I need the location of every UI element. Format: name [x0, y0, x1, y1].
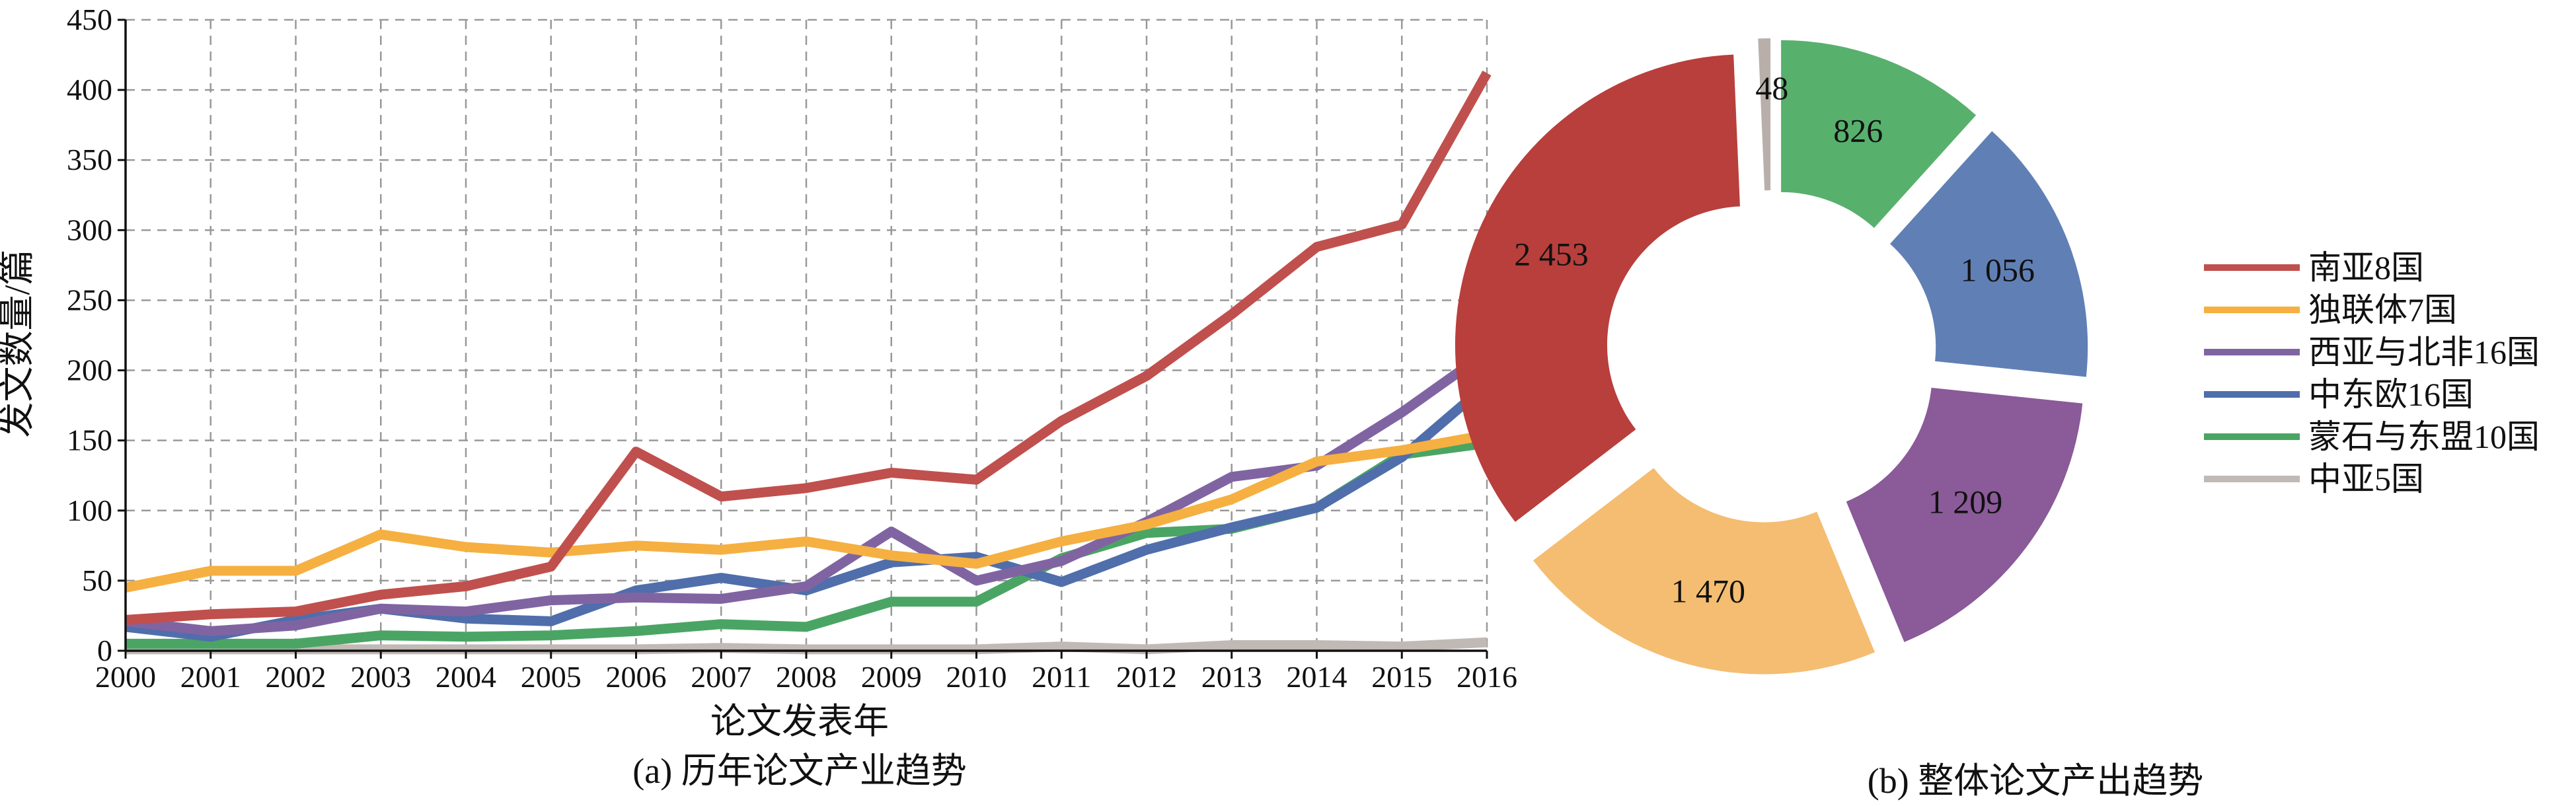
legend-label: 南亚8国 — [2308, 249, 2424, 286]
caption-b: (b) 整体论文产出趋势 — [1868, 761, 2203, 801]
y-tick-label: 250 — [67, 283, 112, 316]
donut-chart: 826 1 056 1 209 1 470 2 453 48 南亚8国独联体7国西亚与北非… — [1455, 38, 2540, 801]
y-tick-label: 50 — [82, 564, 112, 597]
y-tick-label: 350 — [67, 143, 112, 176]
donut-slice — [1846, 387, 2083, 642]
y-tick-label: 300 — [67, 213, 112, 246]
donut-slice — [1533, 468, 1875, 675]
series-line — [126, 637, 1488, 655]
x-tick-label: 2001 — [180, 660, 241, 694]
series-line — [125, 348, 1490, 636]
y-axis-label: 发文数量/篇 — [0, 249, 37, 437]
x-tick-label: 2000 — [95, 660, 156, 694]
line-chart-series — [124, 70, 1492, 655]
x-tick-label: 2010 — [946, 660, 1007, 694]
series-line — [125, 70, 1492, 625]
x-tick-label: 2008 — [776, 660, 837, 694]
y-tick-label: 400 — [67, 73, 112, 106]
slice-value-label: 1 209 — [1928, 484, 2003, 521]
x-tick-label: 2015 — [1371, 660, 1432, 694]
series-line — [124, 429, 1488, 593]
donut-slices — [1455, 38, 2088, 675]
x-tick-label: 2004 — [436, 660, 496, 694]
x-tick-label: 2006 — [606, 660, 667, 694]
x-tick-label: 2002 — [266, 660, 326, 694]
x-tick-label: 2009 — [861, 660, 922, 694]
legend-label: 蒙石与东盟10国 — [2308, 418, 2540, 455]
slice-value-label: 2 453 — [1514, 236, 1589, 273]
donut-slice — [1890, 131, 2088, 377]
x-tick-label: 2016 — [1457, 660, 1517, 694]
line-chart-ticks: 0 50 100 150 200 250 300 350 400 450 2000 2001 2002 2… — [67, 3, 1517, 694]
x-tick-label: 2012 — [1116, 660, 1177, 694]
slice-value-label: 1 056 — [1960, 252, 2035, 289]
slice-value-label: 48 — [1755, 69, 1788, 106]
line-chart: 0 50 100 150 200 250 300 350 400 450 2000 2001 2002 2… — [0, 3, 1517, 791]
y-tick-label: 450 — [67, 3, 112, 36]
x-tick-label: 2005 — [521, 660, 582, 694]
x-tick-label: 2013 — [1201, 660, 1262, 694]
legend-label: 中东欧16国 — [2308, 376, 2474, 413]
y-tick-label: 100 — [67, 494, 112, 527]
x-tick-label: 2003 — [350, 660, 411, 694]
y-tick-label: 200 — [67, 353, 112, 387]
donut-slice — [1781, 40, 1977, 229]
caption-a: (a) 历年论文产业趋势 — [632, 751, 966, 791]
donut-slice-labels: 826 1 056 1 209 1 470 2 453 48 — [1514, 69, 2035, 609]
x-tick-label: 2014 — [1287, 660, 1347, 694]
y-tick-label: 0 — [97, 634, 112, 667]
legend-label: 中亚5国 — [2308, 460, 2424, 497]
donut-slice — [1455, 54, 1740, 523]
legend-label: 独联体7国 — [2308, 291, 2457, 328]
x-tick-label: 2007 — [691, 660, 751, 694]
donut-slice — [1758, 38, 1771, 191]
slice-value-label: 826 — [1833, 112, 1883, 149]
x-axis-label: 论文发表年 — [710, 702, 889, 741]
slice-value-label: 1 470 — [1671, 572, 1746, 609]
y-tick-label: 150 — [67, 423, 112, 457]
legend-label: 西亚与北非16国 — [2308, 334, 2540, 371]
x-tick-label: 2011 — [1032, 660, 1091, 694]
